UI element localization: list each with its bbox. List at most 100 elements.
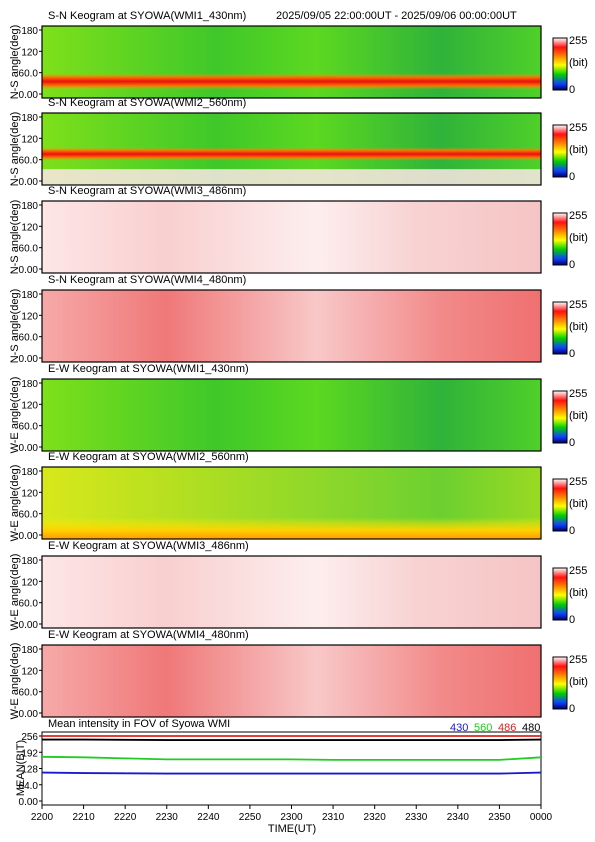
- colorbar-max-label: 255: [569, 476, 587, 488]
- x-tick-label: 2320: [364, 812, 387, 823]
- colorbar-min-label: 0: [569, 437, 575, 449]
- x-tick-label: 2250: [239, 812, 262, 823]
- y-tick-label: 60.0: [19, 333, 39, 344]
- keogram-panels: S-N Keogram at SYOWA(WMI1_430nm) 180 120 60…: [9, 10, 588, 720]
- y-tick-label: 192: [21, 748, 38, 759]
- keogram-image: [42, 379, 541, 451]
- keogram-image: [42, 645, 541, 717]
- x-tick-label: 2350: [488, 812, 511, 823]
- y-tick-label: 120: [21, 222, 38, 233]
- panel-frame: [41, 644, 542, 718]
- auroral-band: [42, 73, 541, 90]
- y-tick-label: 64.0: [19, 781, 39, 792]
- y-tick-label: 128: [21, 765, 38, 776]
- panel-frame: [41, 289, 542, 363]
- colorbar-max-label: 255: [569, 122, 587, 134]
- y-tick-label: 0.00: [19, 531, 39, 542]
- x-tick-label: 2340: [447, 812, 470, 823]
- legend-entry-560: 560: [474, 722, 492, 734]
- y-tick-label: 0.00: [19, 620, 39, 631]
- panel-frame: [41, 555, 542, 629]
- legend-entry-430: 430: [450, 722, 468, 734]
- y-tick-label: 120: [21, 666, 38, 677]
- series-legend: 430 560 486 480: [450, 722, 540, 734]
- mean-plot-xlabel: TIME(UT): [268, 823, 316, 835]
- y-tick-label: 180: [21, 467, 38, 478]
- mean-plot-ylabel: MEAN(BIT): [15, 740, 27, 796]
- panel-frame: [41, 25, 542, 99]
- colorbar-min-label: 0: [569, 703, 575, 715]
- y-tick-label: 180: [21, 26, 38, 37]
- series-line-480: [42, 738, 542, 741]
- y-tick-label: 60.0: [19, 244, 39, 255]
- legend-entry-486: 486: [498, 722, 516, 734]
- panel-ylabel: N-S angle(deg): [9, 200, 21, 275]
- mean-intensity-plot: Mean intensity in FOV of Syowa WMI 430 56…: [15, 718, 553, 835]
- colorbar-unit-label: (bit): [569, 498, 588, 510]
- y-tick-label: 0.00: [19, 265, 39, 276]
- keogram-panel-5: E-W Keogram at SYOWA(WMI1_430nm) 180 120 60…: [9, 363, 588, 454]
- colorbar-min-label: 0: [569, 525, 575, 537]
- y-tick-label: 60.0: [19, 422, 39, 433]
- keogram-panel-8: E-W Keogram at SYOWA(WMI4_480nm) 180 120 60…: [9, 629, 588, 720]
- panel-frame: [41, 466, 542, 540]
- mean-plot-title: Mean intensity in FOV of Syowa WMI: [48, 718, 230, 730]
- panel-ylabel: N-S angle(deg): [9, 289, 21, 364]
- y-tick-label: 180: [21, 113, 38, 124]
- colorbar-min-label: 0: [569, 614, 575, 626]
- panel-title: S-N Keogram at SYOWA(WMI4_480nm): [48, 274, 246, 286]
- y-tick-label: 180: [21, 379, 38, 390]
- colorbar-max-label: 255: [569, 35, 587, 47]
- keogram-panel-6: E-W Keogram at SYOWA(WMI2_560nm) 180 120 60…: [9, 451, 588, 542]
- x-tick-label: 2310: [322, 812, 345, 823]
- colorbar: [552, 656, 568, 710]
- colorbar-unit-label: (bit): [569, 232, 588, 244]
- panel-frame: [41, 112, 542, 186]
- colorbar: [552, 478, 568, 532]
- x-tick-label: 2210: [72, 812, 95, 823]
- y-tick-label: 60.0: [19, 599, 39, 610]
- panel-ylabel: W-E angle(deg): [9, 554, 21, 631]
- y-tick-label: 60.0: [19, 688, 39, 699]
- x-tick-label: 2200: [31, 812, 54, 823]
- colorbar-min-label: 0: [569, 259, 575, 271]
- colorbar-max-label: 255: [569, 565, 587, 577]
- colorbar-min-label: 0: [569, 348, 575, 360]
- y-tick-label: 60.0: [19, 156, 39, 167]
- keogram-image: [42, 556, 541, 628]
- y-tick-label: 256: [21, 732, 38, 743]
- colorbar-max-label: 255: [569, 299, 587, 311]
- colorbar-unit-label: (bit): [569, 57, 588, 69]
- x-tick-label: 2330: [405, 812, 428, 823]
- panel-frame: [41, 200, 542, 274]
- y-tick-label: 0.00: [19, 177, 39, 188]
- panel-title: S-N Keogram at SYOWA(WMI1_430nm): [48, 10, 246, 22]
- colorbar-unit-label: (bit): [569, 587, 588, 599]
- y-tick-label: 180: [21, 556, 38, 567]
- y-tick-label: 120: [21, 400, 38, 411]
- y-tick-label: 0.00: [19, 443, 39, 454]
- y-tick-label: 120: [21, 488, 38, 499]
- auroral-band: [42, 147, 541, 161]
- panel-title: E-W Keogram at SYOWA(WMI1_430nm): [48, 363, 249, 375]
- lower-pale-region: [42, 169, 541, 185]
- keogram-image: [42, 201, 541, 273]
- time-range-header: 2025/09/05 22:00:00UT - 2025/09/06 00:00…: [276, 10, 517, 22]
- mean-plot-series: [41, 735, 542, 775]
- x-tick-label: 2240: [197, 812, 220, 823]
- panel-ylabel: N-S angle(deg): [9, 25, 21, 100]
- colorbar-unit-label: (bit): [569, 321, 588, 333]
- legend-entry-480: 480: [522, 722, 540, 734]
- panel-title: E-W Keogram at SYOWA(WMI2_560nm): [48, 451, 249, 463]
- y-tick-label: 0.00: [19, 709, 39, 720]
- colorbar: [552, 37, 568, 91]
- y-tick-label: 0.00: [19, 354, 39, 365]
- colorbar-unit-label: (bit): [569, 144, 588, 156]
- keogram-panel-1: S-N Keogram at SYOWA(WMI1_430nm) 180 120 60…: [9, 10, 588, 101]
- x-tick-label: 0000: [530, 812, 553, 823]
- colorbar: [552, 301, 568, 355]
- keogram-panel-7: E-W Keogram at SYOWA(WMI3_486nm) 180 120 60…: [9, 540, 588, 631]
- y-tick-label: 120: [21, 311, 38, 322]
- colorbar-max-label: 255: [569, 210, 587, 222]
